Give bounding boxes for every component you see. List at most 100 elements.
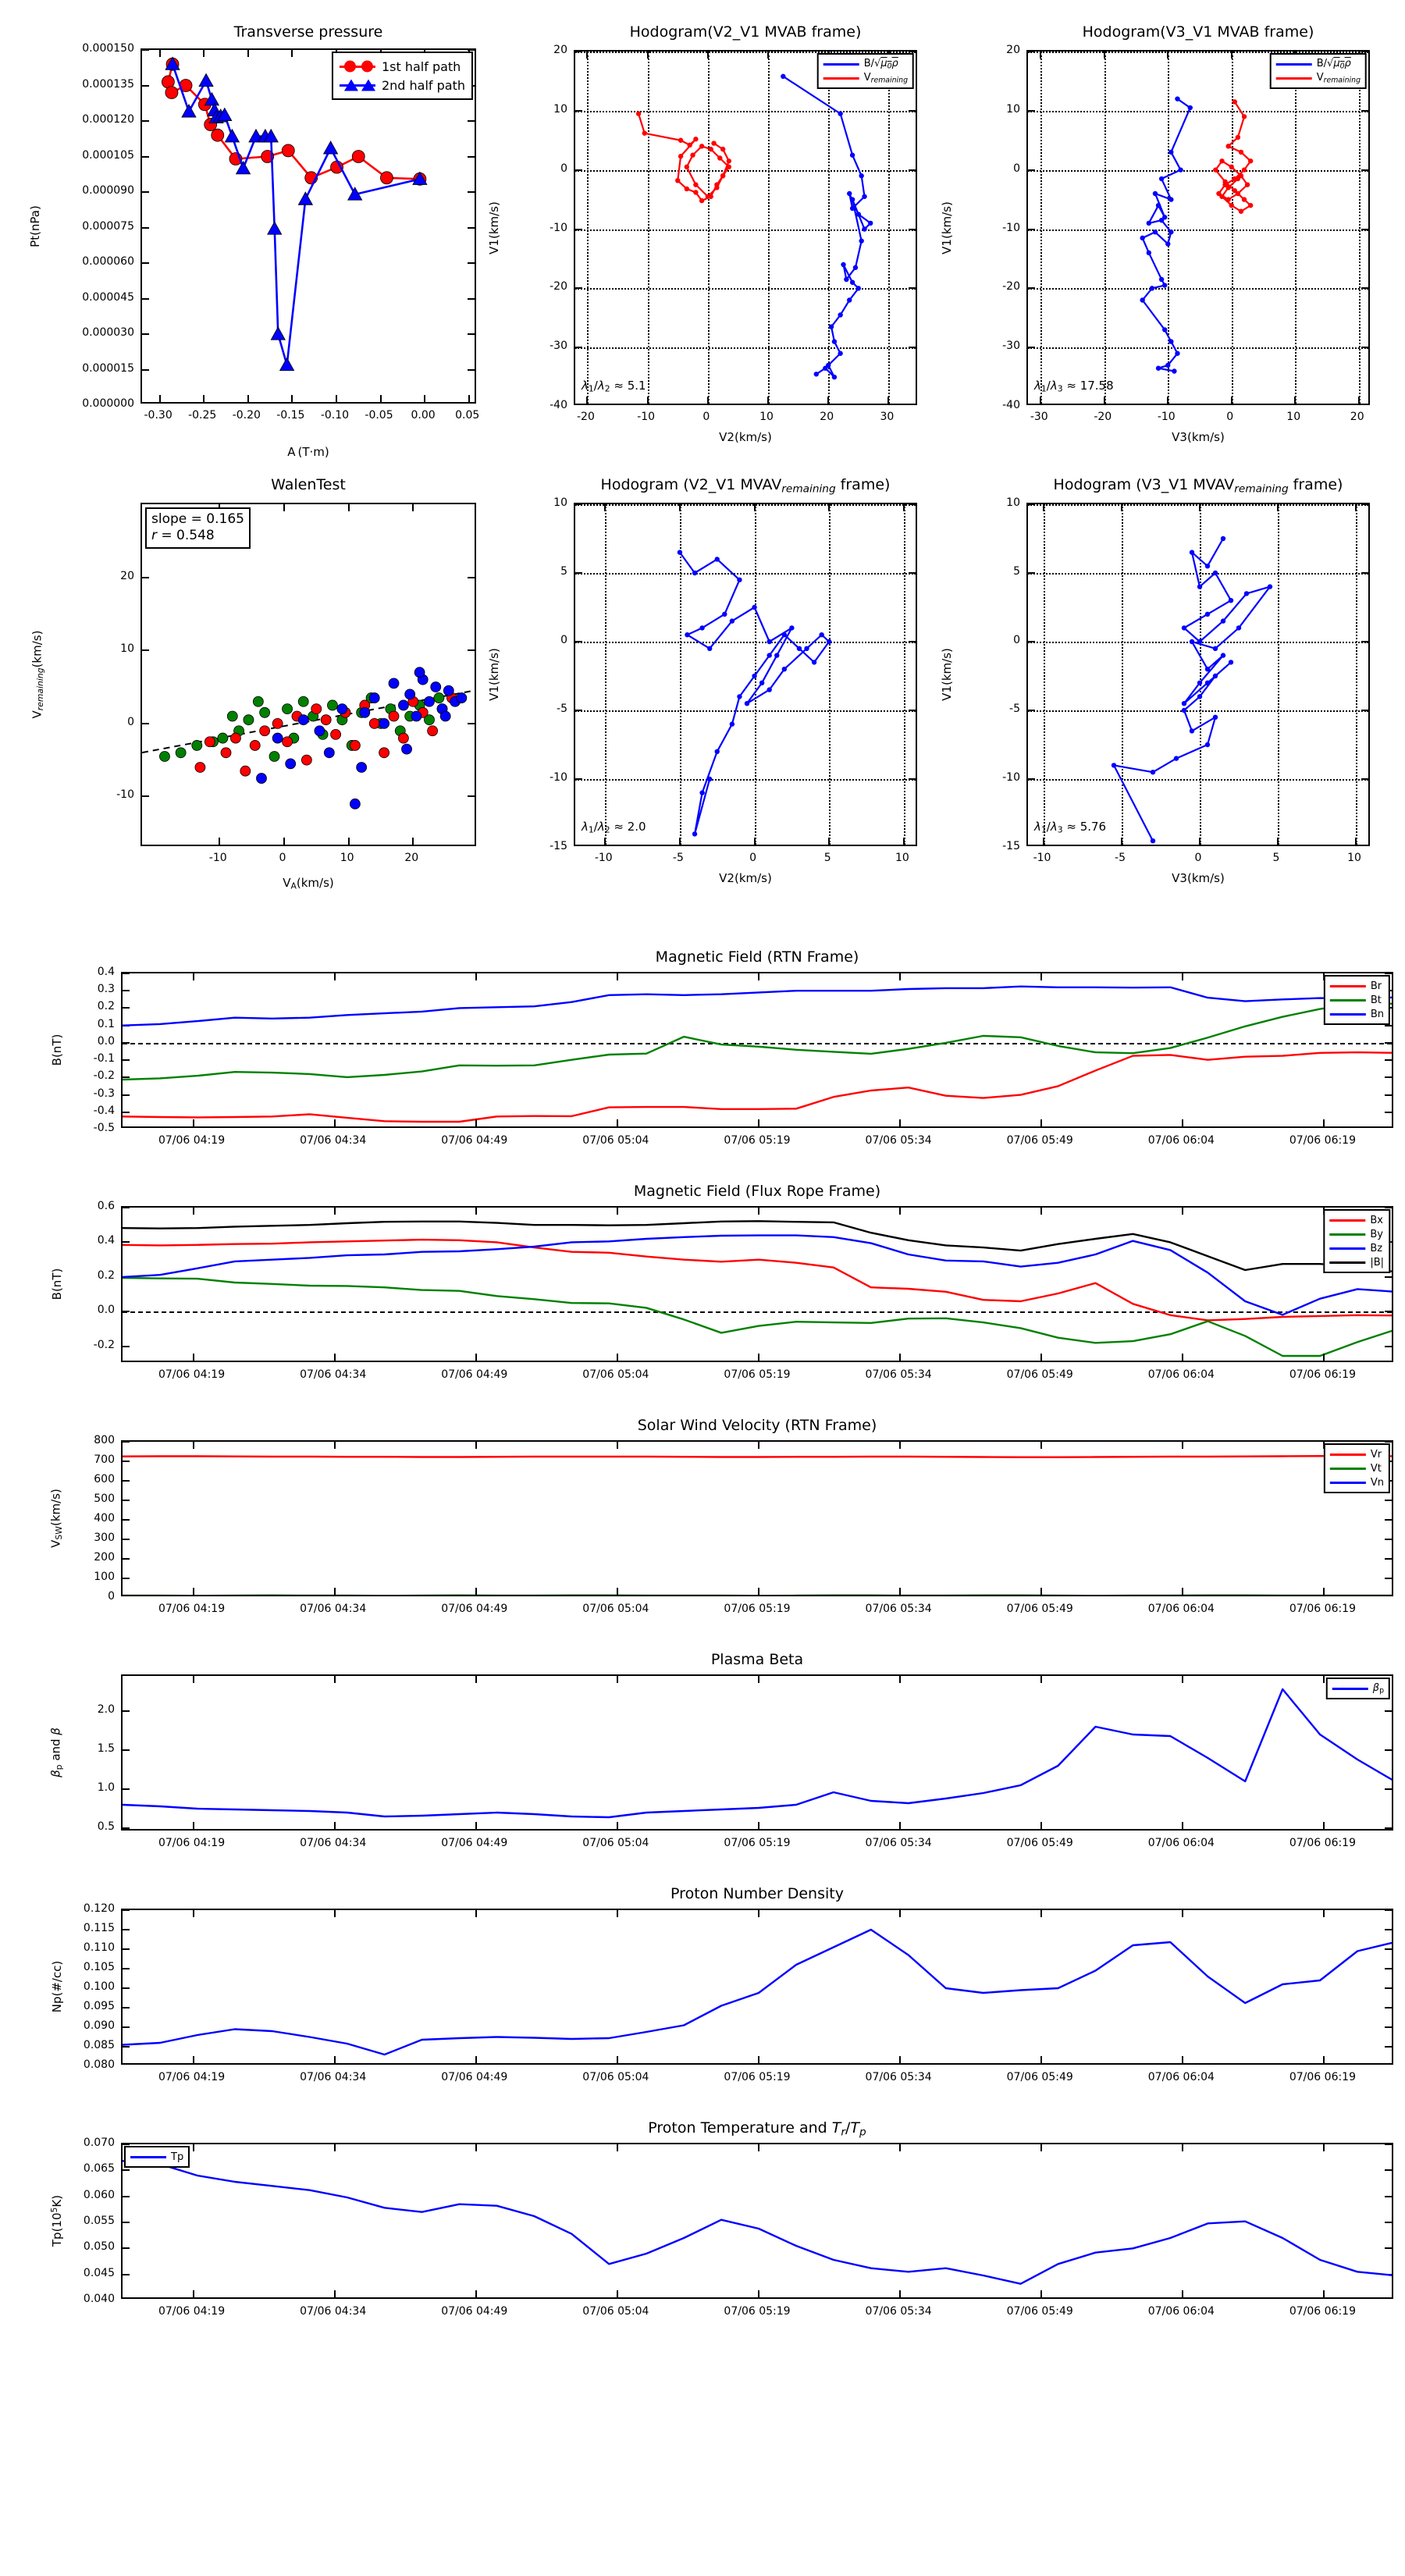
legend-line [1329, 1482, 1366, 1484]
x-tick-mark-top [333, 1442, 336, 1449]
gridline-v [1104, 52, 1106, 404]
panel-solar-wind-velocity: Solar Wind Velocity (RTN Frame) 0 100 200 30… [47, 1417, 1405, 1628]
y-tick-mark [123, 1539, 130, 1540]
y-axis-label: V1(km/s) [487, 201, 501, 254]
y-tick-label: 0.000150 [82, 42, 134, 55]
data-marker [717, 155, 723, 161]
y-tick-mark [123, 1345, 130, 1347]
legend: βp [1325, 1678, 1390, 1699]
correlation-value: r = 0.548 [151, 528, 215, 544]
data-marker [1168, 229, 1174, 235]
data-marker [693, 182, 699, 187]
x-tick-label: 0.00 [411, 409, 436, 422]
y-tick-mark [123, 1788, 130, 1790]
gridline-v [1278, 504, 1279, 845]
panel-title: Hodogram (V2_V1 MVAVremaining frame) [600, 476, 891, 496]
legend-key [1275, 72, 1312, 84]
x-tick-mark-top [1182, 1676, 1184, 1683]
data-marker [424, 714, 435, 726]
x-tick-label: 07/06 04:34 [300, 2305, 367, 2318]
plot-area [121, 2143, 1393, 2299]
y-tick-mark-right [1385, 1094, 1392, 1096]
gridline-v [1356, 504, 1357, 845]
x-tick-mark [333, 2056, 336, 2063]
data-marker [752, 604, 757, 610]
y-tick-label: -15 [1002, 840, 1020, 852]
data-marker [320, 714, 332, 726]
data-marker [267, 221, 283, 235]
data-marker [297, 191, 314, 205]
data-marker [330, 728, 341, 740]
x-tick-label: 07/06 04:19 [158, 2305, 226, 2318]
x-tick-mark [475, 2290, 477, 2297]
y-tick-mark-right [1385, 1948, 1392, 1950]
plot-area [121, 972, 1393, 1128]
x-tick-mark-top [1040, 1442, 1043, 1449]
data-marker [1189, 728, 1195, 734]
gridline-h [1028, 288, 1368, 290]
x-tick-mark-top [1182, 1910, 1184, 1917]
y-tick-mark-right [1385, 2222, 1392, 2223]
legend-row: 1st half path [339, 57, 465, 76]
x-tick-label: 07/06 05:49 [1006, 2071, 1073, 2083]
data-marker [414, 667, 425, 678]
x-tick-label: 20 [1350, 411, 1364, 423]
x-tick-mark-top [758, 1208, 759, 1215]
x-tick-mark-top [1040, 1676, 1043, 1683]
y-tick-label: -5 [1009, 703, 1020, 715]
x-tick-label: 0 [702, 411, 710, 423]
x-tick-mark [333, 2290, 336, 2297]
x-tick-mark [1040, 1588, 1043, 1595]
x-tick-label: -0.05 [365, 409, 393, 422]
data-marker [388, 678, 400, 689]
legend-key [1332, 1682, 1368, 1695]
data-marker [261, 150, 275, 163]
data-marker [1146, 220, 1152, 226]
x-tick-mark-top [192, 2144, 194, 2151]
legend-row: Br [1329, 979, 1384, 993]
gridline-h [575, 710, 916, 712]
x-tick-label: 20 [404, 852, 419, 864]
data-marker [823, 365, 828, 371]
y-tick-label: 200 [94, 1551, 115, 1564]
data-marker [1178, 167, 1183, 173]
x-tick-mark [899, 2056, 902, 2063]
y-tick-mark-right [468, 262, 475, 264]
legend-line [130, 2156, 166, 2158]
x-tick-label: 07/06 06:19 [1289, 1603, 1357, 1615]
data-marker [684, 186, 690, 192]
legend-row: B/√μ0ρ [823, 57, 908, 71]
x-tick-label: 10 [759, 411, 774, 423]
data-marker [1168, 197, 1174, 202]
panel-hodogram-v2v1-mvav: Hodogram (V2_V1 MVAVremaining frame) -15 -… [484, 476, 944, 890]
y-tick-label: 0.4 [97, 1234, 115, 1247]
legend-line [1275, 63, 1312, 66]
y-tick-mark-right [1385, 1076, 1392, 1079]
y-tick-mark-right [1385, 2247, 1392, 2250]
y-tick-label: 0.4 [97, 966, 115, 978]
legend-key [339, 79, 375, 91]
data-marker [235, 160, 251, 175]
x-tick-mark-top [1040, 1208, 1043, 1215]
x-tick-mark [1182, 1588, 1184, 1595]
data-marker [194, 762, 206, 773]
x-tick-mark-top [347, 504, 350, 511]
y-tick-mark [123, 1910, 130, 1911]
x-tick-mark-top [616, 1676, 618, 1683]
y-tick-mark-right [1385, 1710, 1392, 1712]
gridline-v [1044, 504, 1045, 845]
y-tick-label: 0 [127, 715, 134, 728]
data-marker [831, 374, 838, 380]
gridline-v [679, 504, 681, 845]
y-tick-label: 0.6 [97, 1200, 115, 1212]
y-tick-label: 500 [94, 1493, 115, 1505]
panel-title: Proton Number Density [670, 1885, 844, 1902]
y-tick-mark [123, 973, 130, 974]
y-tick-label: -0.3 [93, 1087, 115, 1100]
x-tick-mark-top [333, 973, 336, 980]
y-axis-label: Vremaining(km/s) [30, 630, 45, 719]
y-tick-label: 800 [94, 1434, 115, 1446]
data-line [123, 1455, 1392, 1458]
x-tick-mark-top [475, 1676, 477, 1683]
legend-row: Vt [1329, 1461, 1384, 1475]
